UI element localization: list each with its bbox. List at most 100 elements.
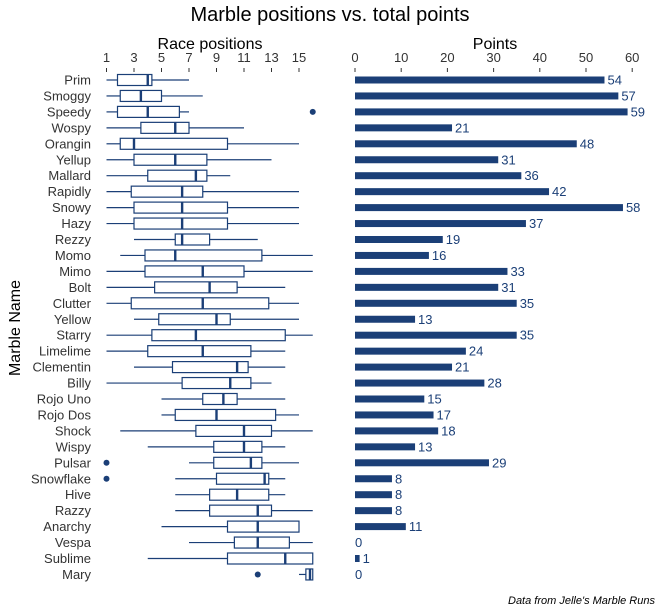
points-bar [355, 156, 499, 164]
points-value-label: 31 [501, 280, 515, 295]
box-iqr [226, 520, 300, 533]
marble-name-label: Speedy [47, 104, 92, 119]
points-bar [355, 507, 392, 515]
points-bar [355, 331, 517, 339]
marble-name-label: Snowflake [31, 471, 91, 486]
points-value-label: 35 [520, 328, 534, 343]
points-value-label: 37 [529, 216, 543, 231]
positions-tick-label: 5 [158, 50, 165, 65]
points-bar [355, 124, 453, 132]
points-bar [355, 236, 443, 243]
points-value-label: 8 [395, 487, 402, 502]
marble-name-label: Hazy [61, 216, 91, 231]
box-iqr [133, 201, 229, 214]
marble-name-label: Clutter [53, 296, 92, 311]
points-bar [355, 315, 416, 323]
points-bar [355, 283, 499, 291]
box-iqr [233, 536, 290, 549]
box-iqr [151, 329, 286, 342]
marble-name-label: Snowy [52, 200, 92, 215]
points-bar [355, 555, 360, 562]
box-iqr [213, 456, 263, 469]
points-value-label: 0 [355, 535, 362, 550]
positions-tick-label: 9 [213, 50, 220, 65]
points-bar [355, 188, 550, 196]
box-iqr [215, 472, 270, 485]
box-iqr [130, 297, 270, 310]
points-value-label: 59 [631, 104, 645, 119]
points-value-label: 35 [520, 296, 534, 311]
points-value-label: 8 [395, 471, 402, 486]
box-outlier [254, 571, 261, 578]
points-bar [355, 395, 425, 403]
marble-name-label: Prim [64, 73, 91, 88]
box-iqr [174, 408, 277, 422]
box-iqr [133, 153, 208, 166]
points-value-label: 29 [492, 455, 506, 470]
points-value-label: 16 [432, 248, 446, 263]
points-value-label: 31 [501, 152, 515, 167]
positions-tick-label: 3 [130, 50, 137, 65]
marble-name-label: Rojo Dos [38, 407, 92, 422]
points-tick-label: 10 [394, 50, 408, 65]
points-bar [355, 299, 517, 307]
points-bar [355, 204, 623, 212]
box-iqr [144, 249, 263, 262]
box-iqr [171, 361, 249, 374]
points-value-label: 15 [427, 392, 441, 407]
points-value-label: 17 [437, 407, 451, 422]
box-outlier [309, 108, 316, 115]
box-iqr [144, 265, 245, 278]
marble-name-label: Orangin [45, 136, 91, 151]
chart-caption: Data from Jelle's Marble Runs [508, 595, 655, 607]
points-bar [355, 108, 628, 116]
points-bar [355, 379, 485, 387]
marble-name-label: Rapidly [48, 184, 92, 199]
y-axis-title: Marble Name [7, 280, 24, 376]
points-value-label: 8 [395, 503, 402, 518]
points-value-label: 54 [607, 73, 621, 88]
points-value-label: 24 [469, 344, 483, 359]
marble-name-label: Wispy [56, 439, 92, 454]
box-iqr [213, 440, 263, 453]
box-iqr [209, 488, 270, 501]
points-bar [355, 251, 429, 259]
box-outlier [103, 475, 110, 482]
points-tick-label: 30 [486, 50, 500, 65]
positions-tick-label: 1 [103, 50, 110, 65]
marble-name-label: Billy [67, 376, 91, 391]
marble-name-label: Limelime [39, 344, 91, 359]
box-iqr [147, 345, 252, 358]
box-iqr [133, 217, 229, 230]
box-iqr [119, 137, 229, 150]
points-bar [355, 172, 522, 180]
points-value-label: 58 [626, 200, 640, 215]
chart-title: Marble positions vs. total points [190, 4, 469, 26]
points-tick-label: 40 [533, 50, 547, 65]
box-iqr [195, 424, 273, 437]
marble-name-label: Bolt [69, 280, 92, 295]
box-iqr [174, 233, 211, 246]
marble-name-label: Vespa [55, 535, 92, 550]
box-outlier [103, 459, 110, 466]
marble-name-label: Rezzy [55, 232, 92, 247]
points-value-label: 1 [363, 551, 370, 566]
points-bar [355, 140, 577, 148]
points-value-label: 48 [580, 136, 594, 151]
points-bar [355, 427, 439, 435]
points-value-label: 18 [441, 423, 455, 438]
points-bar [355, 475, 392, 483]
box-iqr [209, 504, 273, 517]
points-value-label: 28 [487, 376, 501, 391]
points-bar [355, 443, 416, 451]
points-value-label: 13 [418, 312, 432, 327]
points-tick-label: 60 [625, 50, 639, 65]
marble-name-label: Anarchy [43, 519, 91, 534]
points-bar [355, 523, 406, 531]
positions-tick-label: 11 [237, 50, 251, 65]
points-value-label: 33 [510, 264, 524, 279]
points-value-label: 42 [552, 184, 566, 199]
points-value-label: 21 [455, 120, 469, 135]
